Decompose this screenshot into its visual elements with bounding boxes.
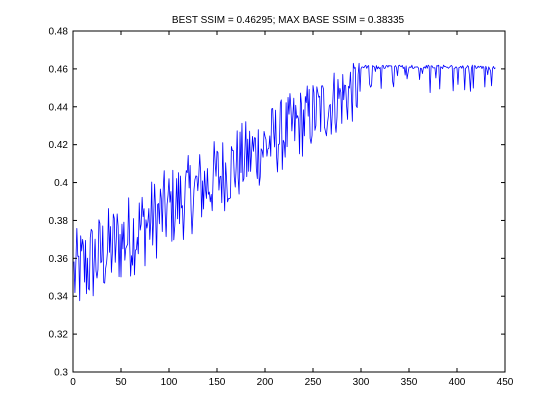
plot-area [72,30,506,373]
series-line [73,62,496,302]
y-axis: 0.3 0.32 0.34 0.36 0.38 0.4 0.42 0.44 0.46 0.48 [49,27,505,379]
x-tick-label: 300 [353,377,370,388]
y-tick-label: 0.34 [49,292,69,303]
y-tick-label: 0.46 [49,64,69,75]
y-tick-label: 0.36 [49,254,69,265]
y-tick-label: 0.32 [49,330,69,341]
x-tick-label: 150 [209,377,226,388]
y-tick-label: 0.38 [49,216,69,227]
y-tick-label: 0.48 [49,27,69,38]
x-tick-label: 450 [497,377,514,388]
y-tick-label: 0.44 [49,102,69,113]
chart-title: BEST SSIM = 0.46295; MAX BASE SSIM = 0.3… [172,15,405,26]
x-tick-label: 400 [449,377,466,388]
x-tick-label: 200 [257,377,274,388]
y-tick-label: 0.42 [49,140,69,151]
x-tick-label: 350 [401,377,418,388]
x-axis: 0 50 100 150 200 250 300 350 400 450 [70,31,514,388]
axes-box [72,30,506,373]
y-tick-label: 0.3 [54,368,68,379]
x-tick-label: 0 [70,377,76,388]
y-tick-label: 0.4 [54,178,68,189]
x-tick-label: 50 [115,377,127,388]
x-tick-label: 100 [161,377,178,388]
x-tick-label: 250 [305,377,322,388]
